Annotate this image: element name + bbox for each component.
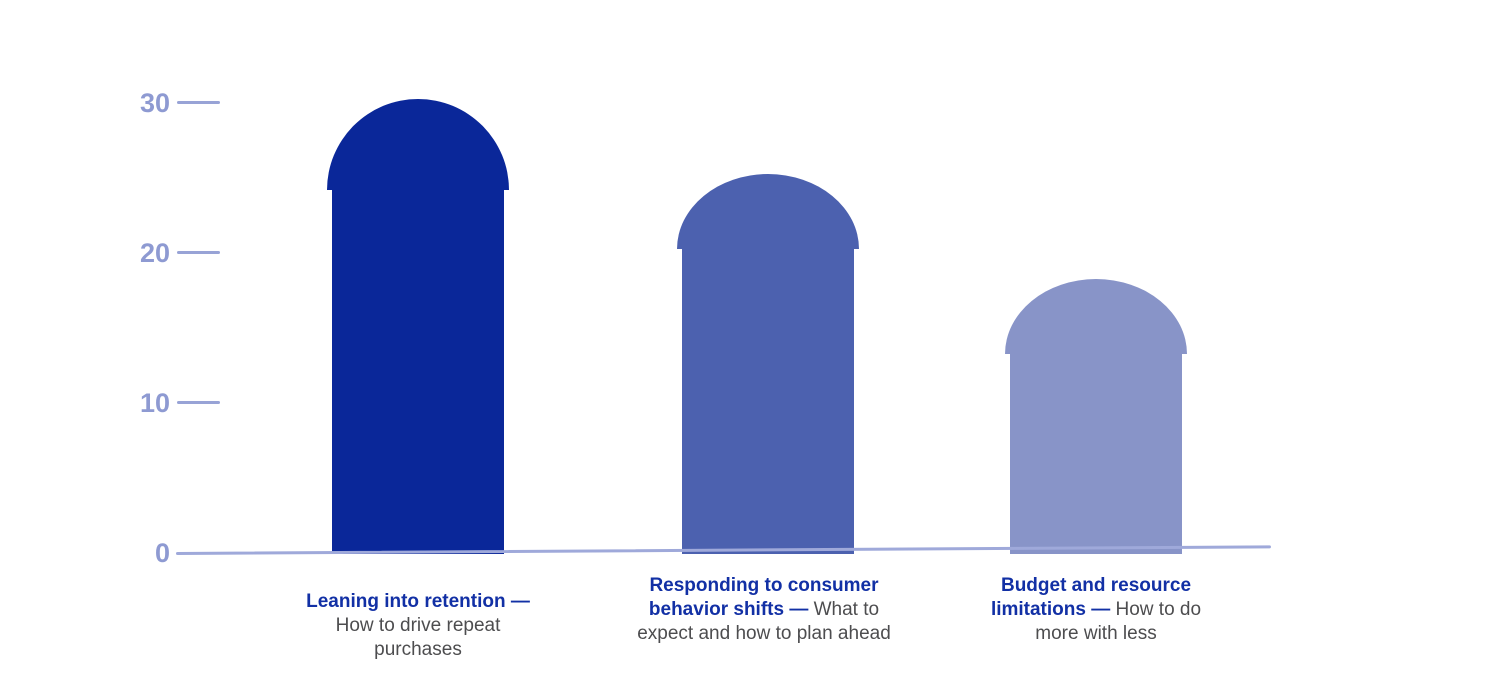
category-label-rest: How to do more with less [1035,599,1202,644]
y-axis-tick-20 [177,251,220,254]
category-label-rest: What to expect and how to plan ahead [637,599,891,644]
bar-body [682,249,854,554]
category-label-budget: Budget and resource limitations — How to… [982,574,1210,646]
y-axis-tick-10 [177,401,220,404]
bar-budget-resource-limitations [1005,279,1187,554]
y-axis-label-10: 10 [139,388,170,418]
y-axis-label-30: 30 [139,88,170,118]
bar-dome-cap [1005,279,1187,354]
category-label-retention: Leaning into retention — How to drive re… [298,590,538,662]
y-axis-label-20: 20 [139,238,170,268]
category-label-consumer-behavior: Responding to consumer behavior shifts —… [629,574,899,646]
category-label-rest: How to drive repeat purchases [335,615,501,660]
category-label-bold: Responding to consumer behavior shifts — [648,575,879,620]
y-axis-tick-30 [177,101,220,104]
category-label-bold: Budget and resource limitations — [990,575,1192,620]
category-label-bold: Leaning into retention — [306,591,530,612]
bar-consumer-behavior-shifts [677,174,859,554]
bar-body [332,190,504,554]
bar-leaning-into-retention [327,99,509,554]
bar-dome-cap [327,99,509,190]
bar-dome-cap [677,174,859,249]
bar-body [1010,354,1182,554]
y-axis-label-0: 0 [154,538,170,568]
